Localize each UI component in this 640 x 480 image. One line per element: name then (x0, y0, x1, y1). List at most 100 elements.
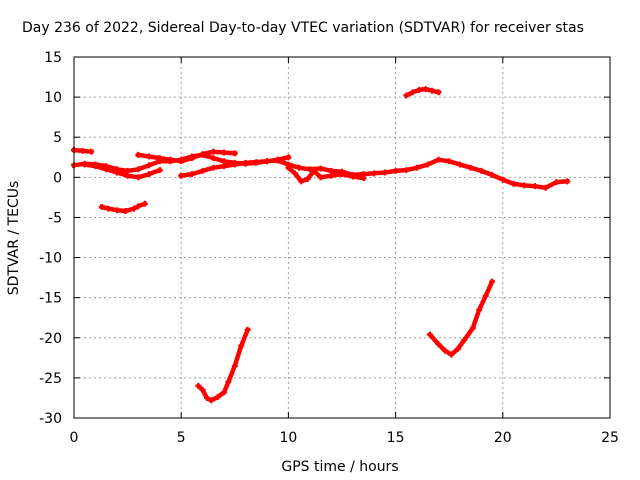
series-arc-8 (195, 326, 251, 403)
data-point (146, 162, 153, 169)
data-point (409, 89, 416, 96)
data-point (98, 204, 105, 211)
data-point (141, 200, 148, 207)
y-axis-label: SDTVAR / TECUs (6, 181, 22, 296)
y-tick-label: -20 (39, 331, 62, 347)
data-point (285, 154, 292, 161)
grid (74, 57, 610, 418)
data-point (188, 155, 195, 162)
data-point (221, 163, 228, 170)
data-point (489, 278, 496, 285)
series-arc-9 (426, 278, 496, 357)
data-point (135, 174, 142, 181)
y-tick-label: -15 (39, 291, 62, 307)
data-point (81, 161, 88, 168)
data-point (454, 346, 461, 353)
data-point (135, 166, 142, 173)
data-point (79, 147, 86, 154)
data-point (156, 167, 163, 174)
series-arc-4 (135, 149, 238, 164)
data-point (482, 293, 489, 300)
data-point (435, 341, 442, 348)
data-point (105, 205, 112, 212)
data-point (478, 167, 485, 174)
data-point (564, 178, 571, 185)
data-point (253, 159, 260, 166)
data-point (103, 166, 110, 173)
data-point (392, 167, 399, 174)
x-axis-label: GPS time / hours (281, 459, 398, 475)
x-tick-label: 5 (177, 430, 186, 446)
data-point (296, 164, 303, 171)
data-point (339, 171, 345, 178)
data-point (360, 175, 367, 182)
data-point (231, 161, 238, 168)
data-point (469, 325, 476, 332)
data-point (263, 158, 270, 165)
data-point (448, 351, 455, 358)
data-point (178, 158, 185, 165)
data-point (274, 156, 281, 163)
data-point (113, 169, 120, 176)
data-point (131, 205, 138, 212)
axes: 0 5 10 15 20 25 15 10 5 0 -5 -10 -15 -20 -25 -30 (39, 50, 619, 446)
data-point (156, 155, 163, 162)
data-point (210, 148, 217, 155)
data-point (521, 182, 528, 189)
data-point (231, 362, 238, 369)
data-point (135, 203, 142, 210)
data-point (426, 331, 433, 338)
data-point (424, 161, 431, 168)
data-point (446, 158, 453, 165)
data-point (199, 167, 206, 174)
y-tick-label: -30 (39, 411, 62, 427)
data-point (178, 172, 185, 179)
data-point (146, 171, 153, 178)
data-point (231, 150, 238, 157)
data-point (291, 170, 298, 177)
x-tick-label: 0 (70, 430, 79, 446)
data-point (306, 166, 313, 173)
data-point (403, 92, 410, 99)
data-point (476, 306, 483, 313)
data-point (461, 337, 468, 344)
y-tick-label: -10 (39, 251, 62, 267)
data-point (210, 155, 217, 162)
data-point (317, 165, 324, 172)
data-point (122, 208, 129, 215)
data-point (403, 167, 410, 174)
data-point (349, 173, 356, 180)
x-tick-label: 25 (601, 430, 619, 446)
data-point (456, 161, 463, 168)
data-point (317, 174, 324, 181)
data-point (135, 151, 142, 158)
x-tick-label: 10 (279, 430, 297, 446)
data-point (199, 151, 206, 158)
y-tick-label: -25 (39, 371, 62, 387)
data-point (416, 86, 423, 93)
data-point (489, 171, 496, 178)
plot-frame (73, 56, 611, 419)
data-series (71, 86, 571, 404)
data-point (199, 386, 206, 393)
data-point (188, 171, 195, 178)
data-point (531, 183, 538, 190)
x-tick-label: 20 (494, 430, 512, 446)
data-point (499, 176, 506, 183)
data-point (92, 163, 99, 170)
y-tick-label: 15 (44, 50, 62, 66)
data-point (146, 153, 153, 160)
data-point (304, 175, 311, 182)
data-point (203, 394, 210, 401)
data-point (225, 378, 232, 385)
data-point (88, 148, 95, 155)
data-point (214, 394, 221, 401)
data-point (311, 167, 318, 174)
y-tick-label: 0 (53, 170, 62, 186)
data-point (244, 326, 251, 333)
data-point (221, 149, 228, 156)
data-point (422, 86, 429, 93)
data-point (467, 164, 474, 171)
y-tick-label: -5 (48, 210, 62, 226)
